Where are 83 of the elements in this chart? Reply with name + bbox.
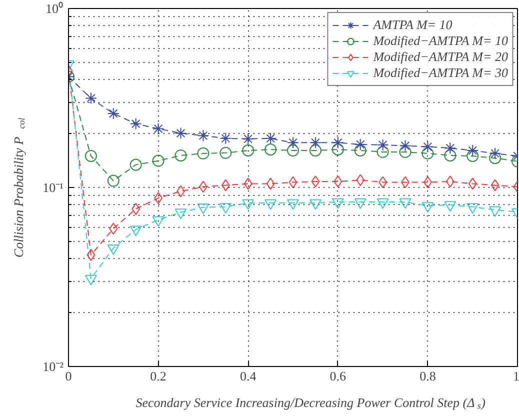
point <box>84 150 97 162</box>
point <box>399 140 412 152</box>
point <box>309 144 322 156</box>
point <box>466 150 479 162</box>
point <box>107 174 120 187</box>
point <box>174 208 187 220</box>
legend-label: Modified−AMTPA M= 10 <box>373 33 508 49</box>
point <box>309 199 322 210</box>
x-tick-label: 0.6 <box>330 368 347 384</box>
point <box>132 202 140 215</box>
point <box>466 203 479 214</box>
point <box>490 179 500 192</box>
point <box>107 108 120 120</box>
point <box>422 140 434 153</box>
point <box>130 158 142 171</box>
point <box>130 226 142 236</box>
x-tick-label: 0.8 <box>420 368 436 384</box>
point <box>221 179 230 192</box>
point <box>109 222 118 235</box>
point <box>354 144 366 156</box>
point <box>422 202 434 213</box>
point <box>197 204 210 214</box>
point <box>468 178 477 190</box>
point <box>152 216 164 227</box>
point <box>288 176 298 188</box>
point <box>266 178 275 190</box>
point <box>354 198 366 209</box>
point <box>152 122 164 135</box>
legend-label: AMTPA M= 10 <box>373 17 452 33</box>
y-tick-label: 10⁻¹ <box>42 180 64 195</box>
y-tick-label: 10⁰ <box>46 1 64 16</box>
point <box>244 178 252 190</box>
point <box>311 176 320 188</box>
point <box>264 132 277 144</box>
point <box>84 274 97 286</box>
point <box>242 132 254 145</box>
point <box>332 144 344 156</box>
point <box>489 152 502 164</box>
point <box>84 92 97 104</box>
point <box>107 244 120 256</box>
point <box>489 206 502 217</box>
point <box>174 149 187 162</box>
point <box>376 138 389 151</box>
point <box>466 144 479 156</box>
point <box>444 149 456 162</box>
point <box>242 199 254 210</box>
point <box>220 146 232 159</box>
point <box>309 136 322 149</box>
point <box>376 198 389 209</box>
x-tick-label: 0.4 <box>240 368 257 384</box>
x-tick-label: 1 <box>513 368 519 384</box>
point <box>174 127 187 140</box>
point <box>152 154 164 167</box>
point <box>220 203 232 214</box>
point <box>354 138 366 150</box>
point <box>287 144 299 156</box>
point <box>332 136 344 149</box>
point <box>489 147 502 160</box>
point <box>399 146 412 158</box>
legend-label: Modified−AMTPA M= 30 <box>373 65 508 81</box>
point <box>264 144 277 156</box>
y-axis-title: Collision Probability Pcol <box>11 117 26 258</box>
point <box>444 142 456 154</box>
x-tick-label: 0 <box>65 368 72 384</box>
x-tick-label: 0.2 <box>150 368 166 384</box>
point <box>242 144 254 156</box>
point <box>287 136 299 149</box>
point <box>334 176 342 188</box>
point <box>130 118 142 130</box>
point <box>332 198 344 209</box>
point <box>197 130 210 142</box>
legend-label: Modified−AMTPA M= 20 <box>373 49 508 65</box>
point <box>197 147 210 160</box>
point <box>399 198 412 209</box>
point <box>422 147 434 160</box>
point <box>444 201 456 212</box>
point <box>356 174 365 186</box>
point <box>376 146 389 158</box>
point <box>446 176 454 188</box>
y-tick-label: 10⁻² <box>42 359 64 374</box>
point <box>220 132 232 144</box>
point <box>264 199 277 210</box>
point <box>287 199 299 210</box>
